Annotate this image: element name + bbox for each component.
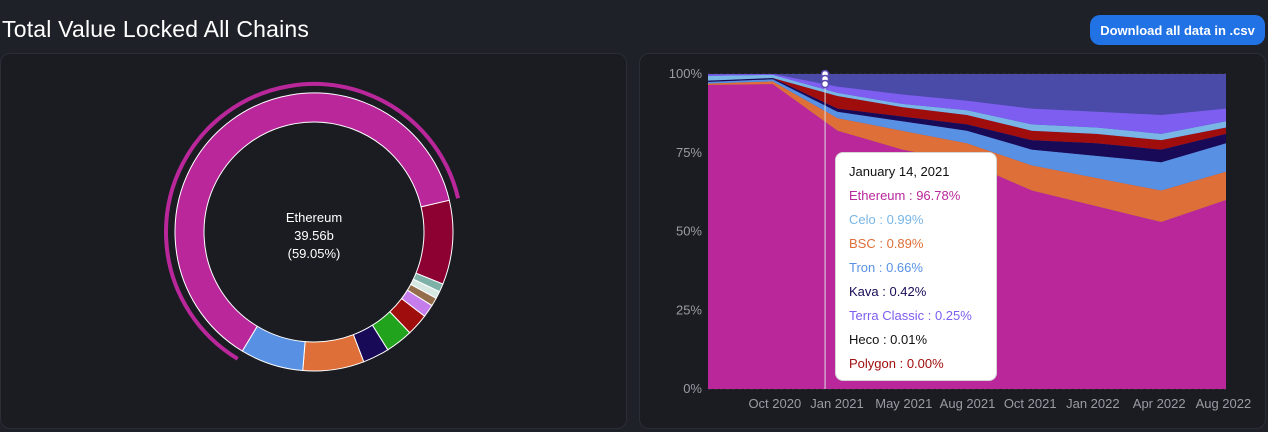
x-tick-label: Aug 2022 [1196, 396, 1252, 411]
y-tick-label: 75% [676, 145, 702, 160]
y-tick-label: 25% [676, 302, 702, 317]
pie-active-highlight-arc [164, 82, 461, 361]
pie-center-name: Ethereum [285, 210, 343, 225]
area-series-celo [708, 74, 1226, 141]
y-tick-label: 0% [683, 381, 702, 396]
tooltip-row: Tron : 0.66% [849, 260, 923, 275]
download-csv-button[interactable]: Download all data in .csv [1090, 15, 1265, 45]
pie-center-value: 39.56b [294, 228, 334, 243]
chain-share-pie-panel: Ethereum 39.56b (59.05%) [0, 53, 627, 429]
area-series-terra-classic [708, 74, 1226, 134]
chain-share-donut-chart[interactable] [1, 54, 627, 429]
x-tick-label: Aug 2021 [940, 396, 996, 411]
chart-tooltip: January 14, 2021 Ethereum : 96.78% Celo :… [835, 152, 997, 381]
y-tick-label: 100% [669, 66, 703, 81]
y-tick-label: 50% [676, 224, 702, 239]
dominance-area-panel: 0% 25% 50% 75% 100% Oct 2020 Jan 2021 May 2021 A… [639, 53, 1266, 429]
x-tick-label: Oct 2020 [748, 396, 801, 411]
crosshair-marker [820, 79, 830, 89]
pie-slice-1 [415, 199, 454, 285]
x-tick-label: May 2021 [875, 396, 932, 411]
pie-slice-10 [241, 325, 306, 372]
page-title: Total Value Locked All Chains [2, 16, 310, 42]
area-series-bsc [708, 81, 1226, 223]
pie-center-percent: (59.05%) [287, 246, 341, 261]
tooltip-row: Polygon : 0.00% [849, 356, 944, 371]
x-tick-label: Oct 2021 [1004, 396, 1057, 411]
tooltip-row: Celo : 0.99% [849, 212, 924, 227]
x-tick-label: Jan 2021 [810, 396, 864, 411]
area-series-kava [708, 77, 1226, 163]
tooltip-row: Kava : 0.42% [849, 284, 927, 299]
pie-slice-0 [174, 92, 450, 352]
area-series-tron [708, 79, 1226, 191]
tooltip-row: Terra Classic : 0.25% [849, 308, 972, 323]
x-tick-label: Jan 2022 [1066, 396, 1120, 411]
x-tick-label: Apr 2022 [1133, 396, 1186, 411]
tooltip-date: January 14, 2021 [849, 164, 950, 179]
tooltip-row: Ethereum : 96.78% [849, 188, 961, 203]
area-series-polygon [708, 77, 1226, 150]
tooltip-row: Heco : 0.01% [849, 332, 928, 347]
pie-slice-9 [302, 334, 365, 372]
tooltip-row: BSC : 0.89% [849, 236, 924, 251]
